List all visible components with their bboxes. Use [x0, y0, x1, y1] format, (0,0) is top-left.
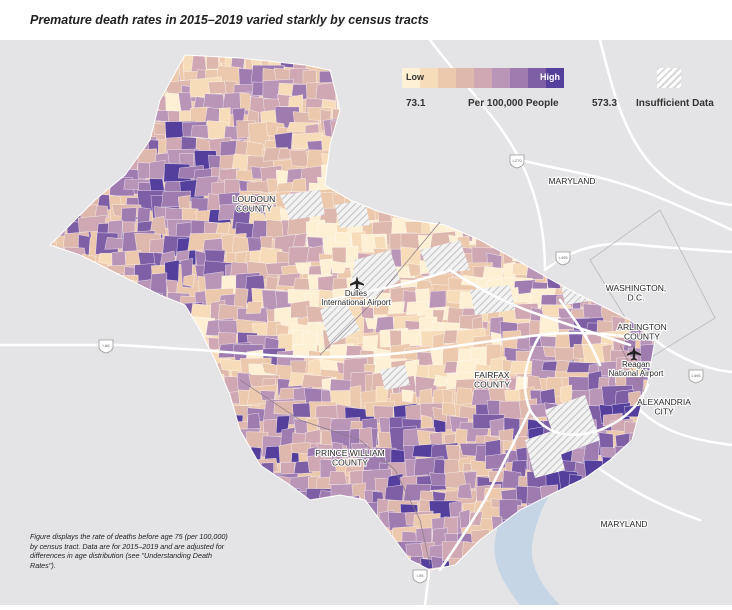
label-loudoun: LOUDOUN COUNTY: [233, 194, 276, 213]
census-tract: [433, 374, 448, 387]
census-tract: [349, 385, 362, 409]
label-washington: WASHINGTON, D.C.: [606, 283, 666, 302]
label-prince-william: PRINCE WILLIAM COUNTY: [315, 448, 384, 467]
census-tract: [445, 444, 461, 462]
census-tract: [319, 258, 333, 277]
census-tract: [245, 140, 264, 158]
shield-i495-north: I-495: [558, 255, 568, 260]
legend-max-value: 573.3: [592, 98, 618, 109]
legend-swatch: [420, 68, 438, 88]
label-maryland-south: MARYLAND: [600, 519, 647, 529]
census-tract: [245, 301, 263, 314]
shield-i270: I-270: [512, 158, 522, 163]
airplane-icon: [350, 276, 364, 291]
census-tract: [420, 566, 446, 570]
census-tract: [331, 260, 347, 274]
map-title: Premature death rates in 2015–2019 varie…: [30, 13, 429, 27]
legend-high-label: High: [540, 72, 560, 82]
census-tract: [388, 301, 405, 314]
legend-unit-label: Per 100,000 People: [468, 98, 559, 109]
figure-note: Figure displays the rate of deaths befor…: [30, 532, 228, 570]
legend-min-value: 73.1: [406, 98, 426, 109]
shield-i495-east: I-495: [691, 373, 701, 378]
census-tract: [401, 389, 414, 403]
census-tract: [120, 207, 137, 226]
census-tract: [207, 81, 227, 95]
label-fairfax: FAIRFAX COUNTY: [474, 370, 510, 389]
shield-i95: I-95: [417, 573, 425, 578]
legend-swatch: [438, 68, 456, 88]
census-tract: [149, 215, 167, 235]
census-tract: [441, 402, 457, 416]
shield-i66: I-66: [103, 343, 111, 348]
census-tract: [455, 387, 475, 405]
label-arlington: ARLINGTON COUNTY: [617, 322, 666, 341]
census-tract: [415, 278, 434, 290]
place-labels: LOUDOUN COUNTY FAIRFAX COUNTY PRINCE WILLI…: [232, 175, 693, 530]
map-area: I-270 I-495 I-66 I-495 I-95: [0, 38, 732, 607]
insufficient-data-label: Insufficient Data: [636, 98, 714, 109]
legend-swatch: [402, 68, 420, 88]
census-tract: [183, 273, 196, 287]
census-tract: [407, 263, 424, 277]
legend-low-label: Low: [406, 72, 424, 82]
legend-swatch: [510, 68, 528, 88]
census-tract: [304, 429, 321, 445]
census-tract: [498, 428, 514, 442]
census-tract: [373, 301, 391, 316]
highway-shields: I-270 I-495 I-66 I-495 I-95: [98, 154, 704, 584]
interior-roads: [198, 268, 657, 572]
legend-swatch: [492, 68, 510, 88]
legend-swatch: [528, 68, 546, 88]
census-tract: [401, 328, 422, 346]
census-tract: [289, 149, 309, 167]
legend-swatch: [474, 68, 492, 88]
census-tract: [457, 483, 473, 499]
legend: Low High 73.1 Per 100,000 People 573.3: [402, 68, 617, 109]
label-dulles: Dulles International Airport: [321, 289, 391, 307]
census-tract: [95, 205, 109, 219]
legend-swatch: [546, 68, 564, 88]
legend-swatch: [456, 68, 474, 88]
census-tract: [652, 336, 655, 348]
census-tract: [335, 232, 352, 243]
census-tract: [239, 92, 251, 111]
county-borders: [239, 221, 646, 566]
census-tract: [215, 221, 231, 235]
census-tract: [433, 419, 446, 433]
choropleth-map: I-270 I-495 I-66 I-495 I-95: [0, 38, 732, 607]
census-tract: [247, 413, 261, 432]
airplane-icon: [627, 346, 641, 361]
label-reagan: Reagan National Airport: [609, 360, 664, 378]
census-tract: [328, 471, 348, 485]
insufficient-data-swatch: [657, 68, 681, 88]
census-tract: [219, 359, 243, 372]
label-maryland-north: MARYLAND: [548, 176, 595, 186]
legend-color-ramp: [402, 68, 564, 88]
label-alexandria: ALEXANDRIA CITY: [637, 397, 691, 416]
